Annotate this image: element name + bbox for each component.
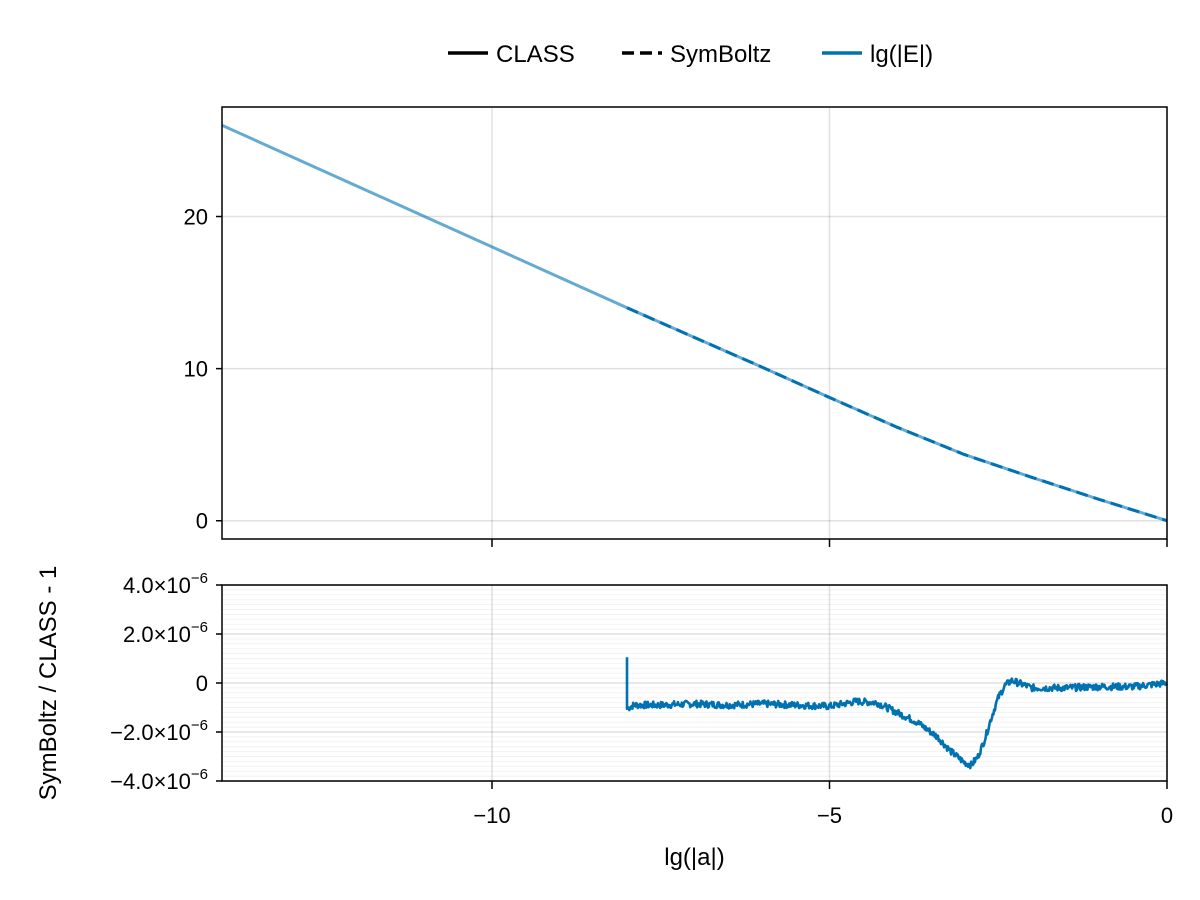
bottom-y-tick-label: 4.0×10−6	[123, 570, 208, 598]
legend: CLASS SymBoltz lg(|E|)	[448, 41, 933, 68]
bottom-y-tick-label: −4.0×10−6	[110, 766, 208, 794]
top-y-tick-label: 20	[184, 205, 208, 230]
top-plot-frame	[221, 106, 1168, 540]
bottom-series	[625, 657, 1169, 770]
bottom-x-tick-label: −10	[473, 803, 510, 828]
top-series	[221, 123, 1168, 523]
bottom-y-tick-label: −2.0×10−6	[110, 717, 208, 745]
legend-label-2: lg(|E|)	[870, 41, 933, 68]
bottom-x-tick-label: −5	[817, 803, 842, 828]
top-ticks: 0 10 20	[184, 205, 1168, 547]
legend-label-1: SymBoltz	[670, 41, 771, 68]
series-line-residual	[625, 657, 1169, 770]
series-line-class	[221, 123, 1168, 523]
legend-label-0: CLASS	[496, 41, 575, 68]
y-axis-label: SymBoltz / CLASS - 1	[35, 566, 62, 801]
top-panel: 0 10 20	[184, 106, 1168, 547]
bottom-x-tick-label: 0	[1161, 803, 1173, 828]
top-y-tick-label: 0	[196, 509, 208, 534]
bottom-y-tick-label: 0	[196, 671, 208, 696]
bottom-grid	[222, 584, 1168, 782]
bottom-y-tick-label: 2.0×10−6	[123, 619, 208, 647]
top-y-tick-label: 10	[184, 357, 208, 382]
x-axis-label: lg(|a|)	[664, 844, 724, 871]
bottom-ticks: 4.0×10−6 2.0×10−6 0 −2.0×10−6 −4.0×10−6 −10 −5…	[110, 570, 1173, 828]
bottom-panel: 4.0×10−6 2.0×10−6 0 −2.0×10−6 −4.0×10−6 −10 −5…	[110, 570, 1173, 828]
series-line-symboltz	[626, 306, 1168, 523]
